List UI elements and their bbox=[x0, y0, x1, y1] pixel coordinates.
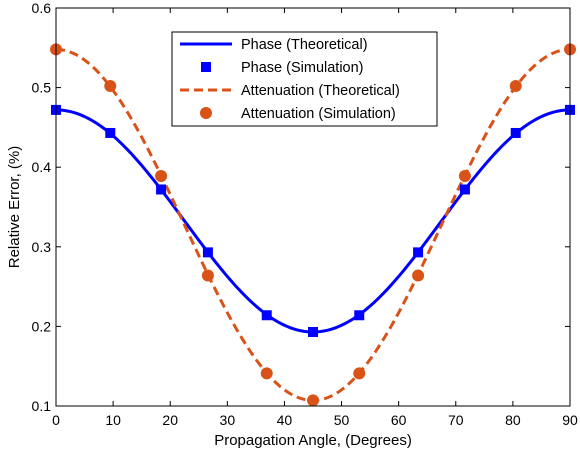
attenuation-simulation-point bbox=[307, 394, 319, 407]
attenuation-simulation-point bbox=[104, 80, 117, 93]
legend-label-attenuation-simulation: Attenuation (Simulation) bbox=[241, 106, 396, 122]
x-tick-label: 20 bbox=[162, 412, 178, 428]
phase-simulation-point bbox=[105, 127, 116, 138]
phase-simulation-point bbox=[510, 127, 521, 138]
attenuation-simulation-point bbox=[353, 367, 366, 380]
plot-frame bbox=[55, 7, 571, 407]
y-tick-label: 0.5 bbox=[32, 80, 52, 96]
attenuation-simulation-point bbox=[509, 80, 522, 93]
axis-tick-labels: 0 10 20 30 40 50 60 70 80 90 0.1 0.2 0.3 0.4 0.5 0.6 bbox=[32, 0, 578, 428]
y-tick-label: 0.1 bbox=[32, 398, 52, 414]
y-tick-label: 0.4 bbox=[32, 159, 52, 175]
phase-simulation-point bbox=[354, 310, 365, 321]
legend: Phase (Theoretical) Phase (Simulation) Att… bbox=[171, 31, 438, 127]
phase-simulation-point bbox=[308, 326, 318, 337]
y-tick-label: 0.6 bbox=[32, 0, 52, 16]
phase-simulation-point bbox=[261, 310, 272, 321]
x-tick-label: 10 bbox=[105, 412, 121, 428]
legend-swatch-phase-simulation bbox=[201, 62, 211, 72]
legend-items: Phase (Theoretical) Phase (Simulation) Att… bbox=[180, 37, 400, 122]
legend-label-attenuation-theoretical: Attenuation (Theoretical) bbox=[241, 83, 400, 99]
attenuation-simulation-point bbox=[260, 367, 273, 380]
x-tick-label: 30 bbox=[220, 412, 236, 428]
axis-ticks bbox=[55, 7, 571, 407]
legend-box bbox=[171, 31, 438, 127]
attenuation-simulation-point bbox=[201, 269, 214, 282]
phase-simulation-point bbox=[202, 247, 213, 258]
x-axis-label: Propagation Angle, (Degrees) bbox=[214, 432, 412, 449]
x-tick-label: 0 bbox=[52, 412, 60, 428]
legend-label-phase-theoretical: Phase (Theoretical) bbox=[241, 37, 368, 53]
phase-simulation-point bbox=[459, 184, 470, 195]
attenuation-simulation-point bbox=[155, 169, 168, 182]
phase-simulation-point bbox=[413, 247, 424, 258]
legend-label-phase-simulation: Phase (Simulation) bbox=[241, 60, 364, 76]
x-tick-label: 80 bbox=[505, 412, 521, 428]
x-tick-label: 50 bbox=[334, 412, 350, 428]
x-tick-label: 90 bbox=[562, 412, 578, 428]
y-tick-label: 0.2 bbox=[32, 318, 52, 334]
legend-swatch-attenuation-simulation bbox=[200, 107, 212, 119]
y-axis-label: Relative Error, (%) bbox=[6, 146, 23, 269]
x-tick-label: 70 bbox=[448, 412, 464, 428]
attenuation-simulation-point bbox=[458, 169, 471, 182]
x-tick-label: 60 bbox=[391, 412, 407, 428]
phase-simulation-point bbox=[156, 184, 167, 195]
y-tick-label: 0.3 bbox=[32, 239, 52, 255]
x-tick-label: 40 bbox=[277, 412, 293, 428]
attenuation-simulation-point bbox=[412, 269, 425, 282]
